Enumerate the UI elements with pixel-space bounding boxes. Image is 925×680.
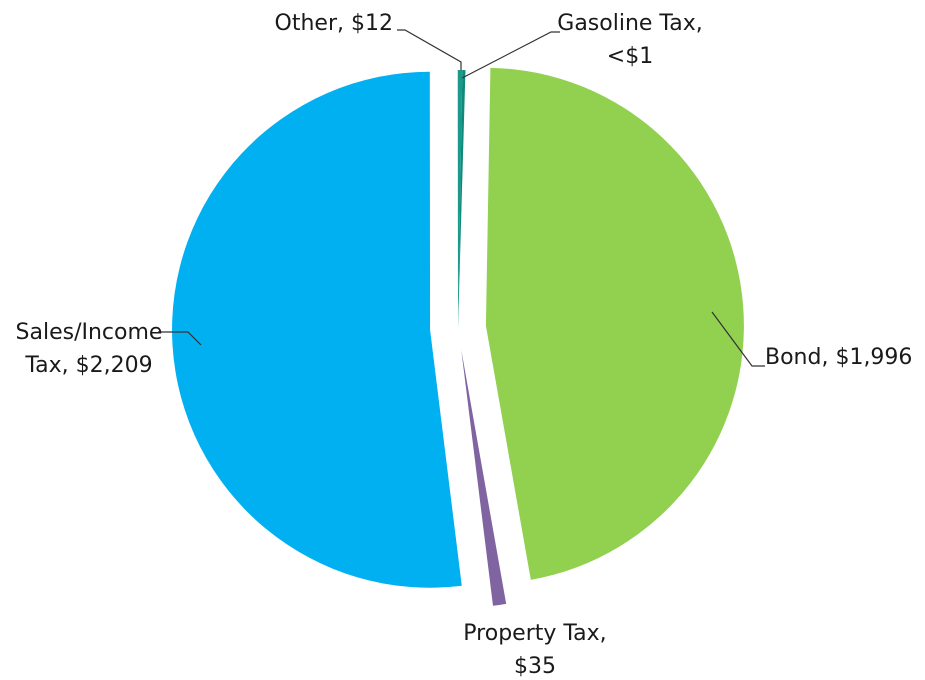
pie-slice-other [457, 69, 463, 328]
slice-label-property-tax: Property Tax, $35 [463, 621, 606, 679]
slice-labels: Bond, $1,996 Property Tax, $35 Sales/Income… [16, 11, 913, 679]
slice-label-gasoline-tax: Gasoline Tax, <$1 [557, 11, 702, 69]
slice-label-other: Other, $12 [275, 11, 393, 36]
leader-line-gasoline-tax [461, 31, 560, 79]
leader-line-sales-income-tax [158, 331, 202, 346]
slice-label-line: Bond, $1,996 [765, 345, 912, 370]
slice-label-line: Property Tax, [463, 621, 606, 646]
pie-slices [172, 67, 744, 606]
leader-line-bond [711, 311, 765, 367]
slice-label-line: Sales/Income [16, 320, 163, 345]
slice-label-line: Tax, $2,209 [24, 353, 152, 378]
slice-label-sales-income-tax: Sales/Income Tax, $2,209 [16, 320, 163, 378]
leader-line-other [397, 29, 462, 70]
slice-label-line: Gasoline Tax, [557, 11, 702, 36]
pie-slice-property-tax [461, 349, 507, 606]
pie-slice-gasoline-tax [458, 70, 466, 328]
slice-label-bond: Bond, $1,996 [765, 345, 912, 370]
slice-label-line: <$1 [607, 44, 653, 69]
slice-label-line: $35 [514, 654, 556, 679]
slice-label-line: Other, $12 [275, 11, 393, 36]
pie-slice-sales-income-tax [172, 71, 462, 588]
pie-slice-bond [485, 67, 744, 580]
leader-lines [158, 29, 765, 367]
